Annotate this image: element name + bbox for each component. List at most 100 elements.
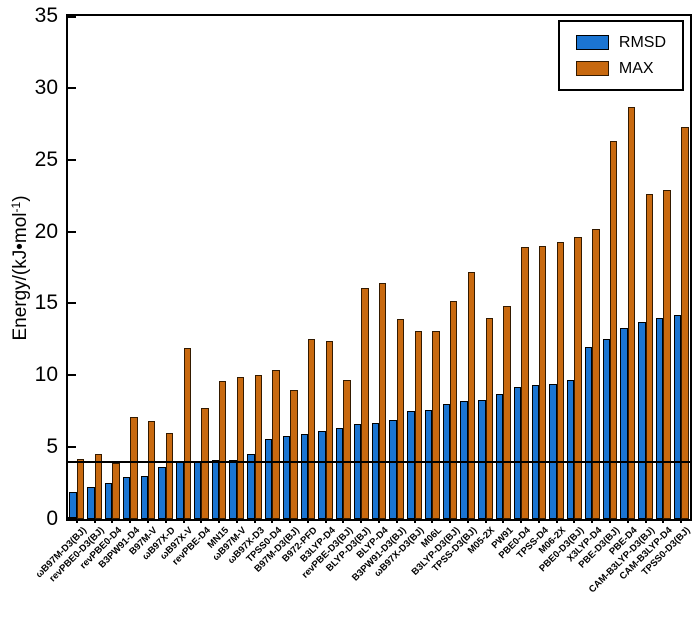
legend-label-max: MAX	[618, 60, 654, 77]
y-tick-label: 35	[34, 4, 58, 27]
y-tick-label: 5	[46, 435, 58, 459]
bar-max-19	[414, 330, 422, 519]
bar-max-27	[556, 241, 565, 519]
x-tick	[644, 519, 647, 523]
bar-rmsd-7	[193, 461, 202, 519]
bar-max-30	[610, 141, 618, 519]
bar-max-8	[219, 381, 227, 519]
x-tick	[413, 519, 416, 523]
bar-rmsd-18	[389, 419, 397, 519]
legend-label-rmsd: RMSD	[618, 34, 666, 51]
bar-rmsd-16	[353, 424, 362, 519]
y-tick-label: 30	[34, 75, 58, 99]
y-tick	[68, 86, 76, 89]
x-tick	[111, 519, 114, 523]
bar-rmsd-17	[371, 422, 379, 519]
bar-rmsd-6	[176, 461, 184, 519]
bar-max-10	[254, 375, 262, 519]
x-tick	[449, 519, 452, 523]
bar-rmsd-11	[264, 438, 273, 519]
bar-rmsd-0	[69, 491, 77, 519]
x-tick	[680, 519, 683, 523]
y-axis-title: Energy/(kJ•mol-1)	[4, 146, 31, 390]
x-tick	[484, 519, 487, 523]
bar-rmsd-31	[620, 327, 628, 519]
x-tick	[466, 519, 469, 523]
bar-max-7	[201, 408, 209, 519]
bar-rmsd-23	[478, 399, 486, 519]
bar-max-11	[272, 369, 280, 519]
x-tick	[431, 519, 434, 523]
bar-max-13	[307, 339, 316, 519]
bar-max-21	[450, 300, 458, 519]
bar-rmsd-27	[549, 383, 557, 519]
bar-max-26	[538, 245, 547, 519]
x-tick	[200, 519, 203, 523]
x-tick	[360, 519, 363, 523]
bar-rmsd-12	[282, 435, 291, 519]
x-axis-tick-labels: ωB97M-D3(BJ) revPBE0-D3(BJ) revPBE0-D4 B3PW…	[0, 524, 696, 618]
bar-rmsd-13	[300, 434, 308, 519]
y-tick	[68, 230, 76, 233]
bar-max-15	[343, 379, 351, 519]
x-tick	[306, 519, 309, 523]
y-axis-title-superscript: -1	[9, 201, 23, 213]
bar-max-12	[290, 389, 298, 519]
x-tick	[609, 519, 612, 523]
bar-rmsd-20	[424, 409, 433, 519]
x-tick	[218, 519, 221, 523]
max-color-swatch	[575, 61, 609, 76]
bar-max-4	[147, 421, 156, 519]
x-tick	[271, 519, 274, 523]
bar-rmsd-3	[122, 477, 131, 519]
bar-max-31	[627, 106, 636, 519]
y-tick	[68, 16, 76, 18]
y-tick	[68, 302, 76, 305]
x-tick	[129, 519, 132, 523]
bar-rmsd-4	[140, 475, 148, 519]
bar-rmsd-33	[655, 317, 664, 519]
bar-rmsd-22	[460, 401, 468, 519]
rmsd-color-swatch	[575, 35, 609, 50]
x-tick	[591, 519, 594, 523]
x-tick	[164, 519, 167, 523]
bar-max-29	[592, 228, 600, 519]
bar-max-17	[379, 283, 387, 519]
bar-rmsd-34	[673, 314, 682, 519]
bar-rmsd-24	[496, 393, 504, 519]
y-tick-label: 15	[34, 291, 58, 315]
bar-max-33	[663, 189, 671, 519]
y-tick	[68, 158, 76, 161]
x-tick	[537, 519, 540, 523]
bar-rmsd-14	[318, 431, 326, 519]
x-tick	[342, 519, 345, 523]
bar-max-32	[645, 194, 653, 519]
x-tick	[573, 519, 576, 523]
bar-rmsd-29	[584, 346, 593, 519]
bar-rmsd-2	[105, 483, 113, 519]
bar-max-14	[325, 340, 334, 519]
reference-line	[68, 460, 690, 463]
x-tick	[182, 519, 185, 523]
x-tick	[520, 519, 523, 523]
bar-rmsd-19	[407, 411, 415, 519]
bar-max-34	[681, 126, 689, 519]
x-tick	[146, 519, 149, 523]
bar-rmsd-9	[229, 460, 237, 519]
bar-max-22	[467, 271, 476, 519]
x-tick	[289, 519, 292, 523]
x-tick	[395, 519, 398, 523]
bar-max-0	[76, 458, 85, 519]
bar-rmsd-28	[567, 379, 575, 519]
y-tick-label: 20	[34, 219, 58, 243]
bar-rmsd-15	[336, 428, 344, 519]
y-tick	[68, 446, 76, 449]
y-tick-label: 10	[34, 363, 58, 387]
plot-area: RMSD MAX	[66, 14, 692, 523]
bar-max-5	[165, 432, 174, 519]
y-tick	[68, 374, 76, 377]
bar-max-2	[112, 462, 120, 519]
bar-max-18	[396, 319, 405, 519]
bar-max-25	[521, 247, 529, 519]
